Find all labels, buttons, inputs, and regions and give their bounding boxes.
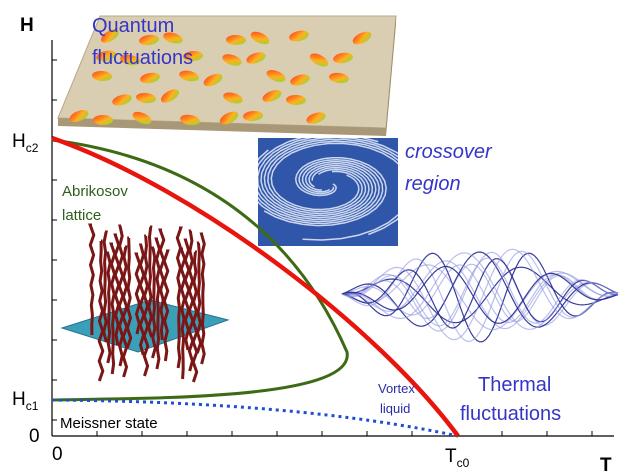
vortex-line (189, 231, 193, 371)
crossover-inset (247, 134, 418, 246)
x-axis-label: T (600, 455, 612, 474)
region-label: lattice (62, 207, 101, 224)
vortex-line (153, 248, 156, 358)
y-tick-label: 0 (29, 426, 40, 447)
region-label: region (405, 173, 461, 195)
region-label: Vortex (378, 381, 415, 396)
y-tick-label: Hc1 (12, 389, 39, 413)
y-axis-label: H (20, 15, 34, 36)
thermal-inset (342, 249, 618, 342)
vortex-line (197, 243, 200, 353)
vortex-lattice-inset (62, 225, 228, 382)
region-label: Quantum (92, 15, 174, 37)
y-tick-label: Hc2 (12, 131, 39, 155)
region-label: Abrikosov (62, 183, 128, 200)
vortex-line (99, 241, 103, 381)
region-label: liquid (380, 401, 410, 416)
vortex-line (90, 225, 94, 335)
phase-diagram: H T Hc2 Hc1 0 0 Tc0 Quantum fluctuations… (0, 0, 624, 474)
region-label: crossover (405, 141, 493, 163)
x-tick-label: 0 (52, 444, 63, 465)
region-label: Meissner state (60, 415, 158, 432)
vortex-line (149, 227, 152, 337)
vortex-line (108, 253, 110, 363)
vortex-line (177, 228, 181, 368)
vortex-line (104, 232, 107, 342)
vortex-line (111, 244, 115, 374)
region-label: Thermal (478, 374, 551, 396)
vortex-line (156, 239, 159, 369)
vortex-line (202, 234, 205, 364)
region-label: fluctuations (92, 47, 193, 69)
vortex-line (164, 251, 168, 361)
region-label: fluctuations (460, 403, 561, 425)
wave (342, 251, 618, 341)
vortex-line (193, 252, 197, 382)
vortex-line (123, 247, 127, 377)
x-tick-label: Tc0 (445, 446, 470, 470)
